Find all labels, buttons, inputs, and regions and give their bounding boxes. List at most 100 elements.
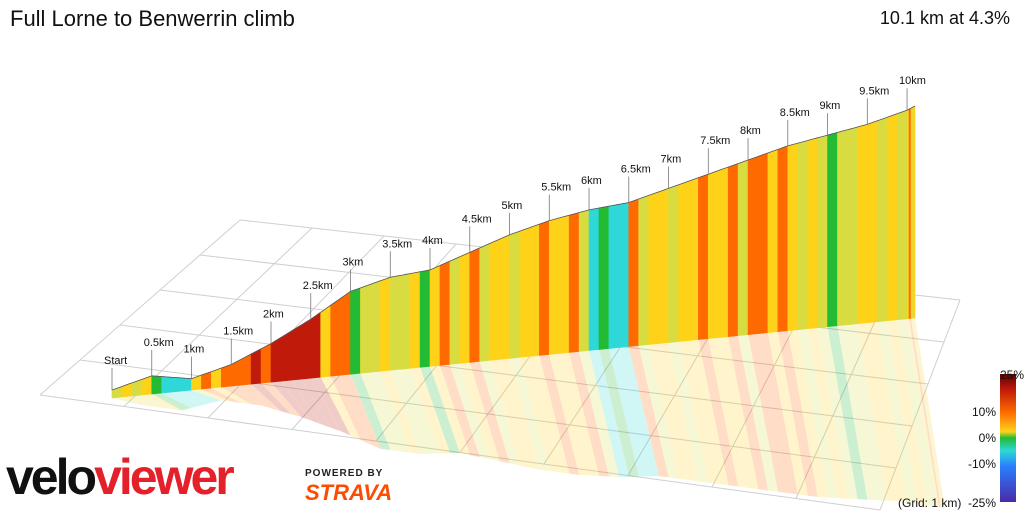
profile-reflection-segment: [211, 387, 252, 405]
profile-segment: [350, 287, 361, 375]
profile-reflection-segment: [877, 320, 918, 504]
profile-segment: [330, 297, 341, 377]
profile-reflection-segment: [360, 372, 401, 452]
km-marker-label: 9km: [820, 100, 841, 112]
profile-segment: [747, 156, 759, 335]
profile-reflection-segment: [678, 340, 719, 484]
profile-segment: [161, 376, 172, 394]
profile-segment: [250, 348, 262, 385]
logo-velo: velo: [6, 449, 97, 505]
profile-reflection-segment: [909, 318, 942, 508]
profile-segment: [698, 173, 709, 340]
profile-reflection-segment: [112, 397, 152, 407]
profile-reflection-segment: [380, 370, 421, 454]
profile-reflection-segment: [698, 338, 739, 487]
profile-reflection-segment: [519, 356, 560, 473]
km-marker-label: 3km: [343, 256, 364, 268]
grid-line: [119, 324, 913, 427]
profile-reflection-segment: [121, 396, 162, 408]
grid-scale-note: (Grid: 1 km): [898, 496, 962, 510]
grid-line: [39, 219, 241, 396]
profile-reflection-segment: [618, 346, 659, 477]
profile-reflection-segment: [787, 329, 828, 498]
profile-reflection-segment: [439, 364, 480, 458]
profile-reflection-segment: [410, 367, 451, 454]
profile-segment: [717, 166, 729, 338]
veloviewer-logo[interactable]: veloviewer: [6, 449, 235, 505]
profile-segment: [191, 374, 202, 391]
profile-segment: [648, 191, 659, 345]
profile-reflection-segment: [559, 352, 600, 476]
strava-logo[interactable]: STRAVA: [305, 480, 393, 505]
profile-segment: [568, 212, 580, 353]
profile-segment: [429, 265, 441, 367]
grid-line: [879, 299, 961, 511]
profile-segment: [479, 243, 490, 362]
profile-segment: [380, 276, 391, 372]
km-marker-label: 8.5km: [780, 107, 810, 119]
profile-reflection-segment: [479, 360, 520, 466]
profile-segment: [389, 275, 401, 371]
profile-segment: [688, 177, 699, 341]
profile-segment: [469, 247, 481, 363]
profile-reflection-segment: [897, 318, 938, 507]
profile-segment: [598, 205, 610, 350]
profile-segment: [618, 202, 630, 348]
profile-segment: [628, 198, 640, 347]
profile-segment: [588, 207, 600, 351]
profile-segment: [270, 336, 282, 383]
profile-segment: [300, 318, 312, 380]
profile-reflection-segment: [668, 341, 709, 483]
profile-segment: [489, 238, 500, 361]
profile-segment: [866, 120, 878, 324]
profile-reflection-segment: [449, 363, 490, 460]
profile-reflection-segment: [469, 361, 510, 464]
profile-segment: [727, 163, 739, 337]
profile-reflection-segment: [141, 394, 182, 411]
profile-segment: [668, 184, 679, 343]
legend-label-minus25: -25%: [967, 496, 996, 510]
profile-reflection-segment: [539, 354, 580, 475]
profile-segment: [449, 256, 461, 365]
powered-by-text: POWERED BY: [305, 468, 384, 479]
profile-segment: [399, 273, 411, 370]
profile-segment: [260, 343, 272, 384]
profile-reflection-segment: [847, 323, 888, 501]
legend-label-10: 10%: [971, 405, 996, 419]
km-marker-label: Start: [104, 355, 127, 367]
km-marker-label: 4.5km: [462, 213, 492, 225]
km-marker-label: 6km: [581, 175, 602, 187]
profile-segment: [290, 324, 302, 381]
profile-reflection-segment: [320, 376, 361, 441]
legend-label-minus10: -10%: [967, 457, 996, 471]
profile-segment: [876, 116, 888, 323]
legend-label-25: 25%: [999, 368, 1024, 382]
profile-segment: [340, 290, 351, 376]
profile-reflection-segment: [191, 389, 232, 402]
profile-segment: [310, 311, 322, 379]
profile-reflection-segment: [777, 330, 818, 497]
profile-wall: [111, 105, 916, 399]
profile-reflection-segment: [251, 383, 292, 415]
profile-reflection-segment: [638, 344, 679, 479]
profile-reflection-segment: [310, 377, 351, 436]
profile-reflection-segment: [300, 378, 341, 432]
profile-reflection-segment: [837, 324, 878, 501]
grid-line: [795, 291, 889, 499]
profile-reflection-segment: [628, 345, 669, 478]
profile-reflection-segment: [549, 353, 590, 476]
profile-reflection-segment: [201, 388, 242, 403]
profile-reflection-segment: [350, 373, 391, 451]
profile-segment: [509, 230, 520, 359]
profile-reflection-segment: [688, 339, 729, 486]
profile-segment: [459, 251, 471, 364]
profile-segment: [280, 330, 292, 382]
profile-segment: [707, 170, 719, 339]
km-marker-label: 5.5km: [541, 182, 571, 194]
profile-segment: [608, 203, 620, 349]
profile-reflection-segment: [911, 318, 944, 509]
profile-reflection-segment: [817, 326, 858, 500]
grid-line: [39, 394, 881, 511]
profile-segment: [320, 304, 331, 378]
profile-segment: [171, 376, 182, 393]
